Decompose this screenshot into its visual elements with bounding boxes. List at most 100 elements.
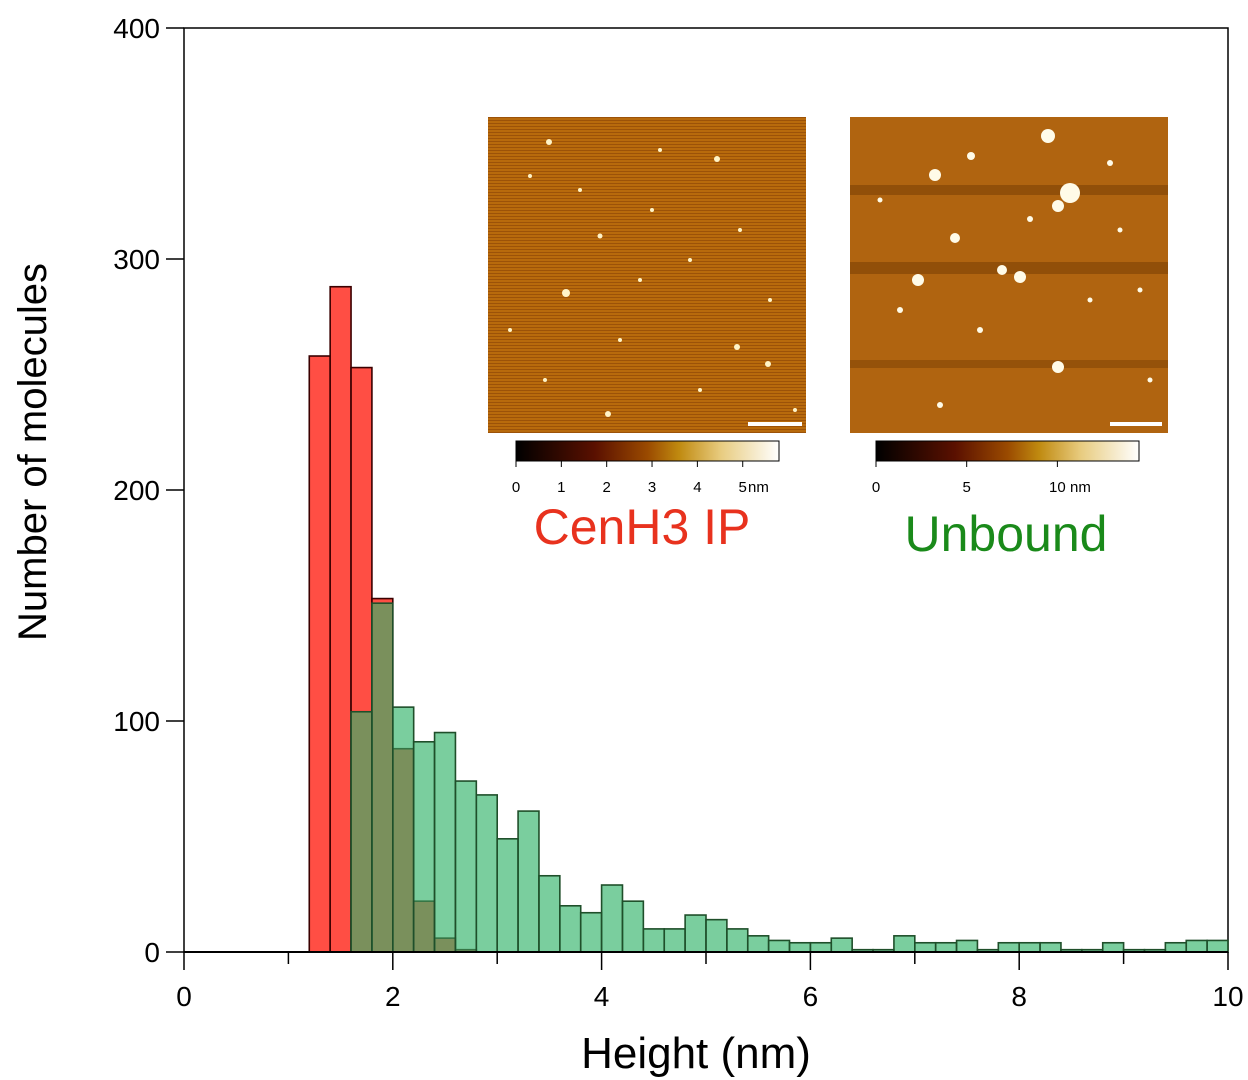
scale-bar [748,422,802,426]
colorbar-tick-label: 3 [648,479,656,496]
colorbar-ticks-cenh3-ip: 0 1 2 3 4 5 [512,461,747,496]
series-unbound-bars [350,602,1229,953]
afm-particle [1060,183,1080,203]
colorbar-unit-unbound: nm [1070,479,1091,496]
colorbar-tick-label: 0 [512,479,520,496]
afm-streak [850,185,1168,195]
histogram-bar [538,874,561,953]
afm-particle [1137,287,1143,293]
afm-particle [734,344,740,350]
histogram-bar [579,911,603,953]
afm-particle [1027,216,1033,222]
afm-particle [543,378,547,382]
histogram-bar [475,794,499,953]
colorbar-tick-label: 4 [693,479,701,496]
afm-particle [997,265,1007,275]
inset-unbound: 0 5 10 nm Unbound [850,117,1168,562]
afm-particle [578,188,582,192]
histogram-bar [913,941,937,953]
afm-particle [1014,271,1026,283]
histogram-bar [433,731,457,953]
afm-particle [1107,160,1113,166]
x-tick-label: 2 [385,981,401,1012]
histogram-bar [934,941,958,953]
y-tick-label: 400 [113,13,160,44]
histogram-bar [767,939,791,953]
histogram-bar [412,740,436,953]
afm-particle [977,327,983,333]
y-tick-label: 0 [144,937,160,968]
histogram-bar [684,914,707,953]
afm-particle [768,298,772,302]
histogram-bar [663,928,686,953]
colorbar-tick-label: 1 [557,479,565,496]
histogram-bar [809,941,833,953]
y-axis-title: Number of molecules [11,263,55,641]
afm-particles-unbound [877,129,1153,408]
histogram-bar [600,884,624,953]
histogram-bar [642,928,666,953]
afm-particle [1041,129,1055,143]
afm-particle [650,208,654,212]
x-tick-label: 4 [594,981,610,1012]
colorbar-tick-label: 2 [603,479,611,496]
afm-particle [605,411,611,417]
colorbar-tick-label: 5 [963,479,971,496]
afm-particle [1052,361,1064,373]
colorbar-unit-cenh3-ip: nm [748,479,769,496]
y-tick-label: 300 [113,244,160,275]
afm-particle [658,148,662,152]
afm-particle [877,197,883,203]
histogram-bar [1206,939,1229,953]
colorbar-ticks-unbound: 0 5 10 [872,461,1066,496]
histogram-bar [1101,941,1125,953]
afm-particle [546,139,552,145]
afm-particle [793,408,797,412]
histogram-bar [997,941,1021,953]
afm-particle [618,338,622,342]
y-tick-label: 200 [113,475,160,506]
x-tick-label: 0 [176,981,192,1012]
y-axis: 0 100 200 300 400 [113,13,184,968]
afm-particle [562,289,570,297]
histogram-bar [726,928,749,953]
x-axis: 0 2 4 6 8 10 [176,952,1244,1012]
histogram-bar [350,710,373,953]
x-tick-label: 6 [803,981,819,1012]
histogram-bar [517,810,540,953]
afm-image-cenh3-ip [488,117,806,433]
afm-particle [738,228,742,232]
histogram-bar [391,706,415,953]
afm-particle [1087,297,1093,303]
afm-particle [929,169,941,181]
afm-particle [597,233,603,239]
afm-particle [714,156,720,162]
inset-cenh3-ip: 0 1 2 3 4 5 nm CenH3 IP [488,117,806,555]
afm-image-unbound [850,117,1168,433]
histogram-bar [496,838,519,953]
histogram-bar [1039,941,1062,953]
colorbar-cenh3-ip [515,440,780,462]
histogram-bar [746,935,770,953]
afm-particle [688,258,692,262]
histogram-bar [1164,941,1188,953]
afm-particle [765,361,771,367]
x-tick-label: 10 [1212,981,1243,1012]
histogram-bar [830,937,853,953]
afm-particles-cenh3-ip [508,139,797,417]
afm-particle [638,278,642,282]
afm-streak [850,262,1168,274]
colorbar-unbound [875,440,1140,462]
colorbar-tick-label: 0 [872,479,880,496]
histogram-bar [454,780,478,953]
afm-particle [1117,227,1123,233]
histogram-bar [308,355,331,953]
y-tick-label: 100 [113,706,160,737]
histogram-bar [621,900,645,953]
afm-particle [1147,377,1153,383]
colorbar-tick-label: 5 [739,479,747,496]
scale-bar [1110,422,1162,426]
afm-particle [508,328,512,332]
inset-label-unbound: Unbound [905,506,1108,562]
